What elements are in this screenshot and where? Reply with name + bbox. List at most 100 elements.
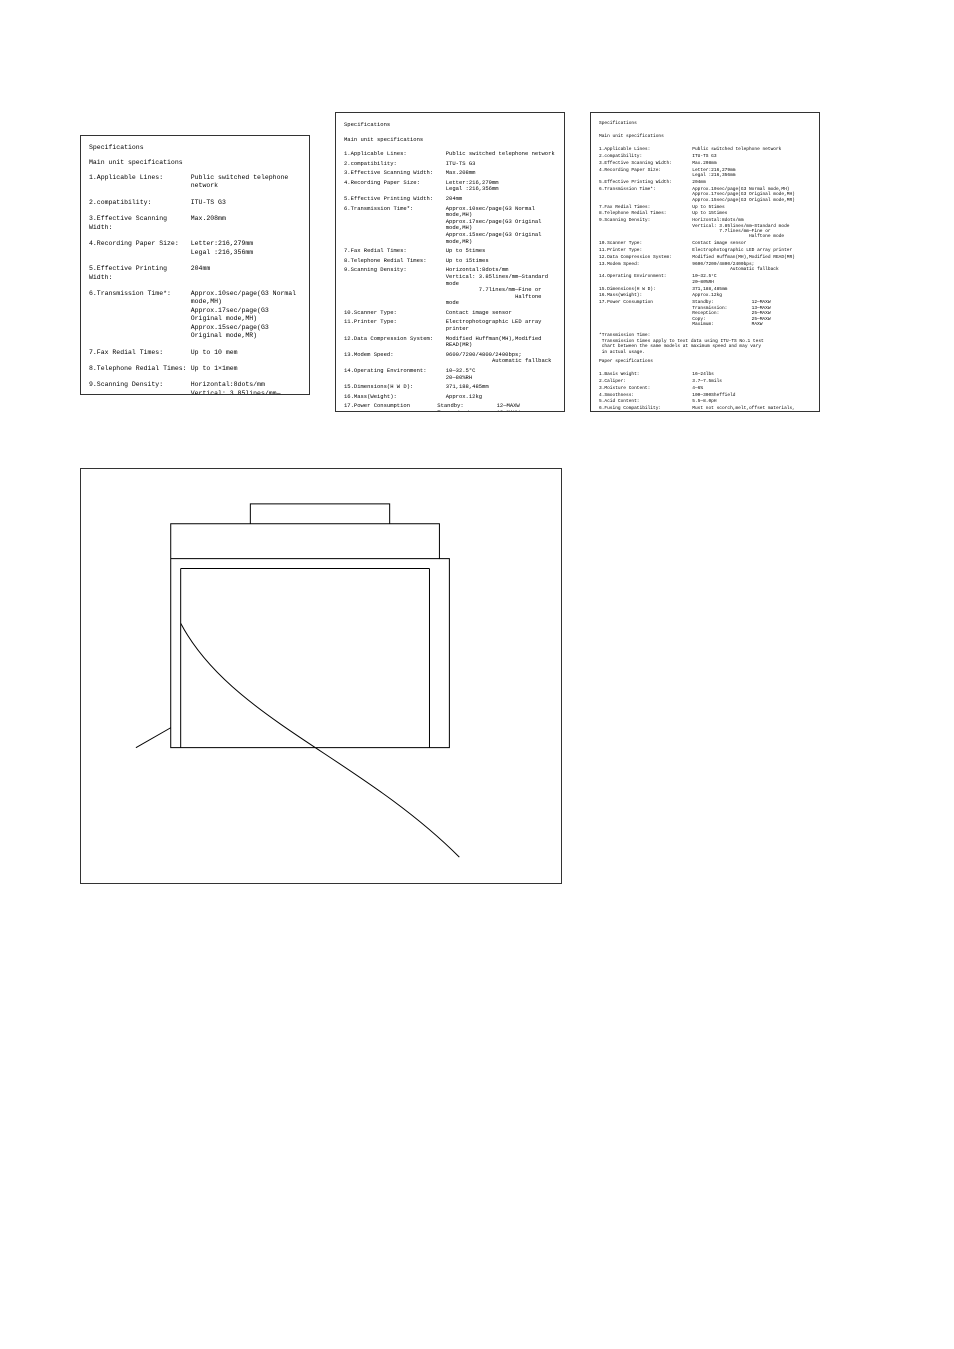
spec-value: ITU-TS G3 [692, 154, 811, 159]
spec-label: 14.Operating Environment: [599, 274, 692, 285]
spec-label: 3.Effective Scanning Width: [599, 161, 692, 166]
spec-value: Approx.10sec/page(G3 Normal mode,MH) App… [446, 206, 556, 246]
spec-value: 10—32.5°C 20—80%RH [446, 368, 556, 381]
spec-value: 204mm [446, 196, 556, 203]
spec-row: 6.Transmission Time*:Approx.10sec/page(G… [344, 206, 556, 246]
spec-row: 15.Dimensions(H W D):371,188,485mm [599, 287, 811, 292]
spec-label: 9.Scanning Density: [599, 218, 692, 240]
spec-row: 13.Modem Speed:9600/7200/4800/2400bps; A… [344, 352, 556, 365]
spec-label: 8.Telephone Redial Times: [89, 365, 191, 373]
spec-label: 4.Smoothness: [599, 393, 692, 398]
power-value: MAXW [752, 322, 811, 327]
spec-label: 5.Effective Printing Width: [599, 180, 692, 185]
spec-value: Public switched telephone network [446, 151, 556, 158]
spec-value: Max.208mm [446, 170, 556, 177]
spec-row: 1.Basis Weight:16—24lbs [599, 372, 811, 377]
spec-label: 3.Moisture Content: [599, 386, 692, 391]
spec-label: 3.Effective Scanning Width: [344, 170, 446, 177]
spec-label: 5.Effective Printing Width: [344, 196, 446, 203]
specifications-panel-2: Specifications Main unit specifications … [335, 112, 565, 412]
panel3-subtitle: Main unit specifications [599, 134, 811, 139]
spec-value: Up to 15times [692, 211, 811, 216]
spec-label: 2.Caliper: [599, 379, 692, 384]
spec-value: Up to 1×1mem [191, 365, 301, 373]
spec-label: 2.compatibility: [599, 154, 692, 159]
spec-row: 4.Recording Paper Size:Letter:216,279mm … [89, 240, 301, 257]
spec-value: Approx.12kg [446, 394, 556, 401]
spec-label: 6.Transmission Time*: [344, 206, 446, 246]
spec-value: Approx.12kg [692, 293, 811, 298]
power-key: Transmission: [437, 410, 496, 412]
power-sub-row: Maximum:MAXW [692, 322, 811, 327]
spec-value: 3.7—7.5mils [692, 379, 811, 384]
spec-label: 13.Modem Speed: [344, 352, 446, 365]
spec-value: Letter:216,279mm Legal :216,356mm [692, 168, 811, 179]
spec-value: ITU-TS G3 [446, 161, 556, 168]
spec-row: 8.Telephone Redial Times:Up to 15times [599, 211, 811, 216]
spec-label: 10.Scanner Type: [344, 310, 446, 317]
spec-label: 5.Acid Content: [599, 399, 692, 404]
spec-label: 6.Transmission Time*: [599, 187, 692, 203]
panel3-footnote1: *Transmission Time: Transmission times a… [599, 333, 811, 355]
spec-label: 9.Scanning Density: [89, 381, 191, 395]
diagram-panel [80, 468, 562, 884]
spec-row: 5.Effective Printing Width:204mm [599, 180, 811, 185]
spec-value: Electrophotographic LED array printer [692, 248, 811, 253]
panel1-rows-container: 1.Applicable Lines:Public switched telep… [89, 174, 301, 395]
spec-value: Must not scorch,melt,offset materials, o… [692, 406, 811, 412]
spec-row: 14.Operating Environment:10—32.5°C 20—80… [344, 368, 556, 381]
spec-value: Letter:216,279mm Legal :216,356mm [446, 180, 556, 193]
spec-value: Max.208mm [191, 215, 301, 232]
spec-row: 9.Scanning Density:Horizontal:8dots/mm V… [89, 381, 301, 395]
spec-label: 8.Telephone Redial Times: [344, 258, 446, 265]
spec-row: 7.Fax Redial Times:Up to 5times [344, 248, 556, 255]
spec-label: 2.compatibility: [344, 161, 446, 168]
spec-value: Up to 15times [446, 258, 556, 265]
spec-label: 11.Printer Type: [344, 319, 446, 332]
panel3-paper-title: Paper specifications [599, 359, 811, 364]
spec-value: Electrophotographic LED array printer [446, 319, 556, 332]
spec-row: 3.Effective Scanning Width:Max.208mm [89, 215, 301, 232]
spec-value: Approx.10sec/page(G3 Normal mode,MH) App… [191, 290, 301, 341]
panel3-power-items: Standby:12—MAXWTransmission:13—MAXWRecep… [692, 300, 811, 327]
spec-value: Horizontal:8dots/mm Vertical: 3.85lines/… [446, 267, 556, 307]
spec-label: 16.Mass(Weight): [599, 293, 692, 298]
spec-row: 2.compatibility:ITU-TS G3 [89, 199, 301, 207]
spec-value: 5.5—8.0pH [692, 399, 811, 404]
spec-value: 204mm [692, 180, 811, 185]
panel2-subtitle: Main unit specifications [344, 136, 556, 143]
spec-value: Approx.10sec/page(G3 Normal mode,MH) App… [692, 187, 811, 203]
panel3-power-label: 17.Power Consumption [599, 300, 692, 327]
spec-label: 13.Modem Speed: [599, 262, 692, 273]
spec-label: 1.Basis Weight: [599, 372, 692, 377]
panel2-power-items: Standby:12—MAXWTransmission:13—MAXWRecep… [437, 403, 556, 412]
spec-row: 7.Fax Redial Times:Up to 10 mem [89, 349, 301, 357]
spec-row: 4.Recording Paper Size:Letter:216,279mm … [599, 168, 811, 179]
spec-label: 6.Fusing Compatibility: [599, 406, 692, 412]
panel2-power-row: 17.Power Consumption Standby:12—MAXWTran… [344, 403, 556, 412]
spec-row: 4.Recording Paper Size:Letter:216,279mm … [344, 180, 556, 193]
power-key: Maximum: [692, 322, 751, 327]
specifications-panel-1: Specifications Main unit specifications … [80, 135, 310, 395]
spec-row: 8.Telephone Redial Times:Up to 15times [344, 258, 556, 265]
spec-label: 15.Dimensions(H W D): [344, 384, 446, 391]
spec-row: 6.Transmission Time*:Approx.10sec/page(G… [599, 187, 811, 203]
spec-label: 14.Operating Environment: [344, 368, 446, 381]
panel2-power-label: 17.Power Consumption [344, 403, 437, 412]
spec-value: Letter:216,279mm Legal :216,356mm [191, 240, 301, 257]
spec-value: Horizontal:8dots/mm Vertical: 3.85lines/… [692, 218, 811, 240]
spec-row: 10.Scanner Type:Contact image sensor [599, 241, 811, 246]
spec-row: 6.Transmission Time*:Approx.10sec/page(G… [89, 290, 301, 341]
spec-value: 9600/7200/4800/2400bps; Automatic fallba… [692, 262, 811, 273]
spec-row: 1.Applicable Lines:Public switched telep… [599, 147, 811, 152]
spec-value: 16—24lbs [692, 372, 811, 377]
spec-row: 16.Mass(Weight):Approx.12kg [599, 293, 811, 298]
spec-value: Contact image sensor [692, 241, 811, 246]
spec-row: 2.compatibility:ITU-TS G3 [344, 161, 556, 168]
spec-label: 1.Applicable Lines: [599, 147, 692, 152]
spec-value: Public switched telephone network [692, 147, 811, 152]
spec-label: 7.Fax Redial Times: [344, 248, 446, 255]
spec-label: 7.Fax Redial Times: [89, 349, 191, 357]
panel3-paper-rows: 1.Basis Weight:16—24lbs2.Caliper:3.7—7.5… [599, 372, 811, 412]
spec-row: 12.Data Compression System:Modified Huff… [344, 336, 556, 349]
